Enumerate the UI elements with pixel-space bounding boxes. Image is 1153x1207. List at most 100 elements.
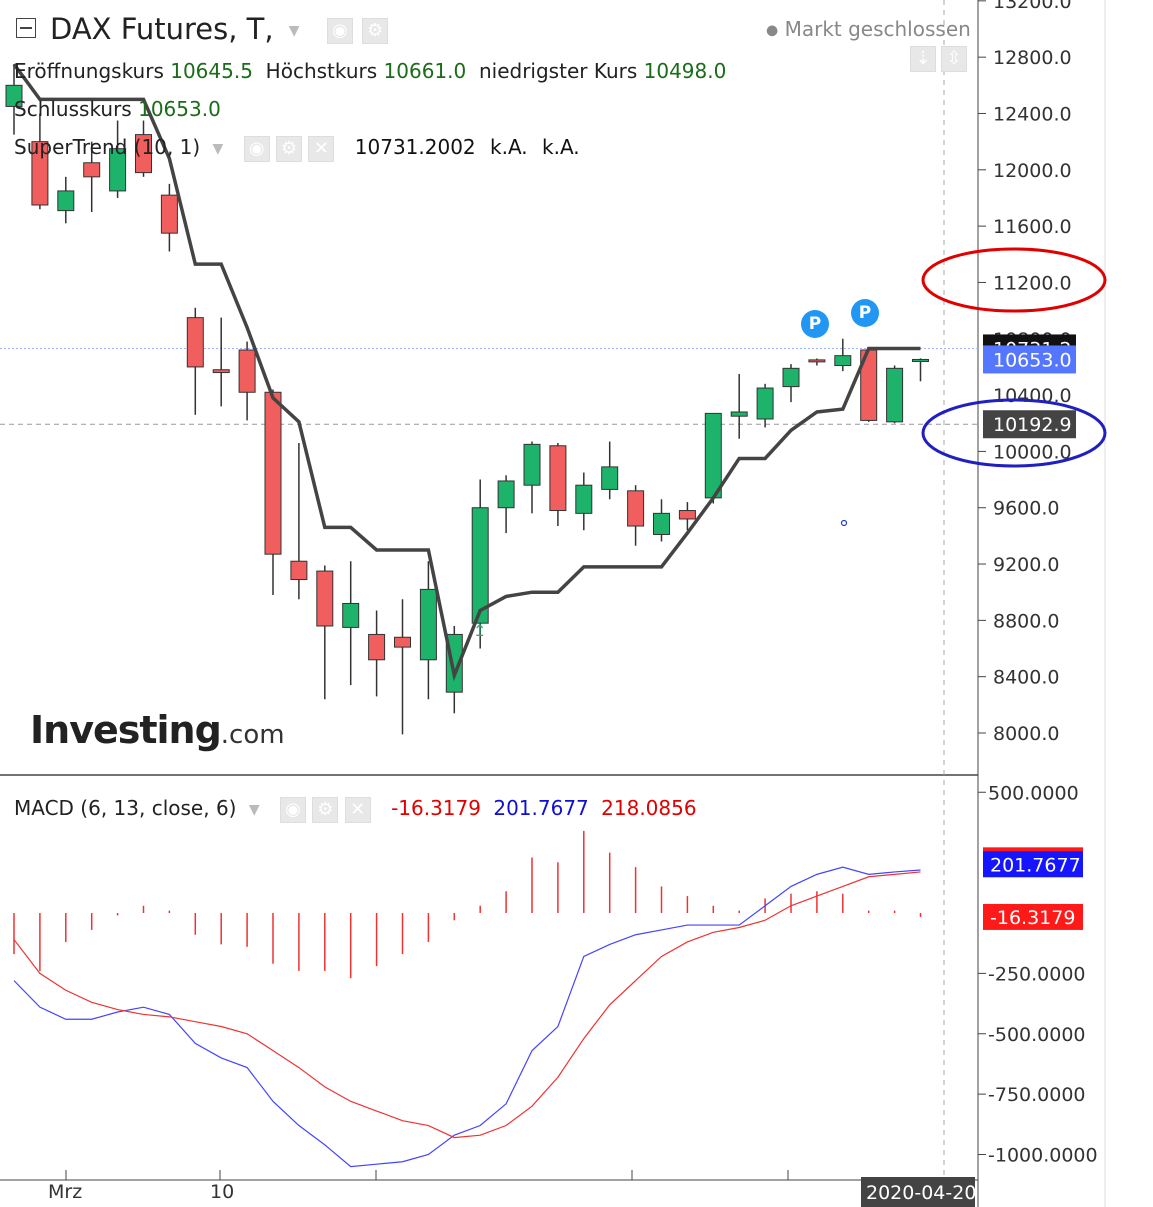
chart-title: DAX Futures, T,: [50, 12, 274, 46]
eye-icon[interactable]: ◉: [326, 18, 353, 44]
macd-name: MACD (6, 13, close, 6): [14, 796, 237, 820]
supertrend-legend: SuperTrend (10, 1) ▼ ◉ ⚙ ✕ 10731.2002 k.…: [14, 135, 580, 162]
price-axis[interactable]: 13200.0 12800.0 12400.0 12000.0 11600.0 11200…: [48, 0, 1098, 1207]
grid-layer: [0, 0, 1106, 1207]
candle-body: [730, 411, 748, 417]
supertrend-value: 10731.2002: [354, 135, 476, 159]
buy-arrow-marker: ↥: [473, 621, 486, 640]
candle-body: [678, 510, 696, 520]
open-label: Eröffnungskurs: [14, 59, 164, 83]
macd-label-text: 201.7677: [990, 854, 1081, 876]
price-label-box: [983, 410, 1076, 439]
close-icon[interactable]: ✕: [344, 796, 371, 823]
arrow-updown-icon[interactable]: ⇳: [941, 46, 968, 72]
candle-body: [834, 355, 852, 367]
price-label-text: 10192.9: [993, 414, 1072, 436]
supertrend-name: SuperTrend (10, 1): [14, 135, 201, 159]
candle-body: [238, 349, 256, 393]
macd-legend: MACD (6, 13, close, 6) ▼ ◉ ⚙ ✕ -16.3179 …: [14, 796, 697, 823]
price-tick-label: 11200.0: [993, 272, 1072, 294]
price-tick-label: 8400.0: [993, 667, 1059, 689]
price-tick-label: 11600.0: [993, 216, 1072, 238]
time-tick-label: 10: [210, 1181, 234, 1203]
macd-tick-label: 500.0000: [988, 782, 1079, 804]
status-dot-icon: ●: [766, 22, 779, 39]
point-marker: [840, 519, 848, 527]
candle-body: [704, 412, 722, 499]
chevron-down-icon[interactable]: ▼: [288, 23, 300, 39]
macd-label-text: -16.3179: [990, 907, 1075, 929]
candle-body: [368, 633, 386, 661]
macd-signal-value: 218.0856: [601, 796, 697, 820]
candle-body: [160, 194, 178, 234]
macd-tick-label: -750.0000: [988, 1084, 1086, 1106]
date-label-box: [861, 1177, 975, 1207]
macd-panel[interactable]: [13, 830, 922, 1168]
candle-body: [523, 443, 541, 486]
candle-body: [419, 588, 437, 661]
price-tick-label: 8800.0: [993, 610, 1059, 632]
chart-title-bar: DAX Futures, T, ▼ ◉ ⚙: [50, 12, 389, 46]
macd-hist-value: -16.3179: [391, 796, 481, 820]
date-label-text: 2020-04-20: [866, 1182, 976, 1204]
close-value: 10653.0: [138, 97, 221, 121]
candle-body: [886, 367, 904, 423]
ohlc-row-1: Eröffnungskurs 10645.5 Höchstkurs 10661.…: [14, 59, 726, 83]
chevron-down-icon[interactable]: ▼: [248, 801, 260, 818]
chevron-down-icon[interactable]: ▼: [212, 140, 224, 157]
gear-icon[interactable]: ⚙: [276, 135, 303, 162]
gear-icon[interactable]: ⚙: [362, 18, 389, 44]
low-value: 10498.0: [643, 59, 727, 83]
time-tick-label: Mrz: [48, 1181, 82, 1203]
price-tick-label: 12400.0: [993, 103, 1072, 125]
macd-tick-label: -1000.0000: [988, 1145, 1098, 1167]
supertrend-na-2: k.A.: [542, 135, 580, 159]
candle-body: [212, 369, 230, 374]
price-tick-label: 12800.0: [993, 47, 1072, 69]
candle-body: [342, 602, 360, 628]
price-label-text: 10653.0: [993, 349, 1072, 371]
supertrend-line: [12, 63, 921, 682]
close-label: Schlusskurs: [14, 97, 132, 121]
ohlc-row-2: Schlusskurs 10653.0: [14, 97, 221, 121]
price-tick-label: 9600.0: [993, 498, 1059, 520]
candle-body: [394, 636, 411, 648]
candle-body: [808, 359, 826, 363]
price-tick-label: 12000.0: [993, 160, 1072, 182]
low-label: niedrigster Kurs: [478, 59, 638, 83]
eye-icon[interactable]: ◉: [279, 796, 306, 823]
price-tick-label: 8000.0: [993, 723, 1059, 745]
macd-tick-label: -250.0000: [988, 963, 1086, 985]
candle-body: [186, 317, 204, 368]
candle-body: [135, 134, 152, 174]
signal-line: [13, 871, 921, 1139]
macd-label-box: [983, 851, 1083, 878]
marker-p-1[interactable]: P: [801, 310, 829, 338]
candle-body: [471, 507, 489, 624]
candle-body: [653, 512, 670, 535]
investing-logo: Investing.com: [30, 708, 285, 752]
price-tick-label: 10000.0: [993, 441, 1072, 463]
arrow-down-icon[interactable]: ⇣: [910, 46, 936, 72]
close-icon[interactable]: ✕: [308, 135, 335, 162]
candle-body: [782, 367, 800, 388]
candle-body: [290, 560, 308, 581]
collapse-icon[interactable]: [16, 18, 36, 38]
candle-body: [31, 141, 49, 206]
candle-body: [83, 162, 101, 178]
candle-body: [5, 84, 23, 107]
candle-body: [57, 190, 75, 212]
candle-body: [549, 445, 567, 512]
supertrend-na-1: k.A.: [490, 135, 528, 159]
gear-icon[interactable]: ⚙: [312, 796, 339, 823]
marker-p-2[interactable]: P: [851, 299, 879, 327]
eye-icon[interactable]: ◉: [243, 135, 270, 162]
macd-label-box: [983, 903, 1083, 930]
price-tick-label: 9200.0: [993, 554, 1059, 576]
annotations: [921, 247, 1107, 468]
price-panel[interactable]: ↥: [5, 63, 929, 735]
open-value: 10645.5: [170, 59, 253, 83]
red-ellipse-annotation: [921, 247, 1107, 313]
macd-line-value: 201.7677: [493, 796, 589, 820]
